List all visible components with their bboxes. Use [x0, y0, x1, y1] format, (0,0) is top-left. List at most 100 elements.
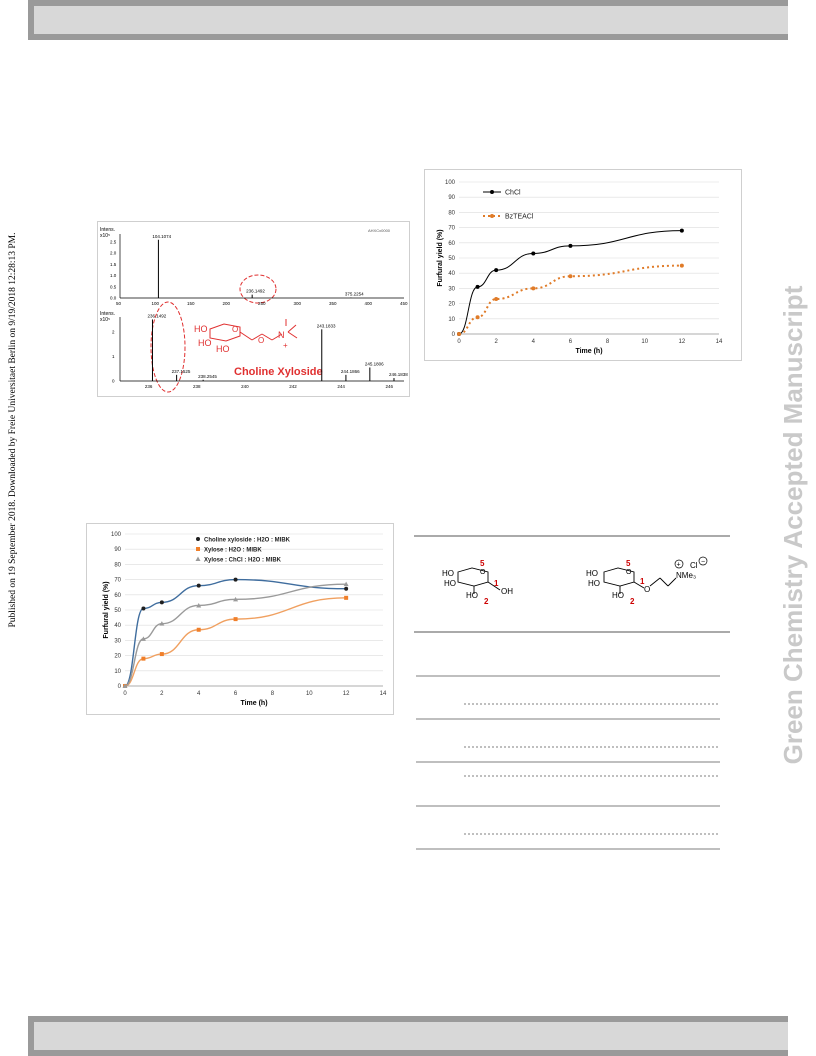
- data-point: [233, 617, 238, 622]
- top-x-tick: 50: [116, 301, 122, 306]
- x-tick-label: 2: [494, 339, 498, 345]
- bot-x-tick: 246: [386, 384, 394, 389]
- legend-label: BzTEACl: [505, 214, 534, 221]
- svg-text:5: 5: [626, 559, 631, 568]
- x-tick-label: 0: [457, 339, 461, 345]
- top-y-tick: 0.5: [110, 284, 117, 289]
- footer-bar: [28, 1016, 788, 1056]
- x-tick-label: 14: [380, 691, 387, 697]
- data-point: [141, 656, 146, 661]
- ms-figure: Intens. x10⁵ AHXCx0000 Intens. x10⁵ HO H…: [97, 221, 410, 397]
- x-tick-label: 10: [641, 339, 648, 345]
- legend-label: Xylose : H2O : MIBK: [204, 548, 262, 554]
- svg-text:2: 2: [630, 597, 635, 606]
- data-point: [568, 274, 573, 279]
- x-tick-label: 4: [197, 691, 201, 697]
- y-axis-label: Furfural yield (%): [437, 229, 444, 286]
- series-line: [124, 597, 347, 687]
- top-x-tick: 450: [400, 301, 408, 306]
- bot-peak-label: 236.1492: [147, 313, 166, 318]
- bot-y-tick: 2: [112, 329, 115, 334]
- bot-y-tick: 0: [112, 379, 115, 384]
- y-tick-label: 50: [114, 608, 121, 614]
- publication-note: Published on 19 September 2018. Download…: [8, 232, 18, 628]
- top-y-tick: 1.0: [110, 273, 117, 278]
- y-tick-label: 80: [114, 562, 121, 568]
- bot-x-tick: 238: [193, 384, 201, 389]
- series-line: [458, 230, 682, 335]
- x-tick-label: 14: [716, 339, 723, 345]
- data-point: [494, 297, 499, 302]
- y-tick-label: 100: [445, 180, 456, 186]
- x-axis-label: Time (h): [575, 348, 602, 355]
- data-point: [233, 596, 239, 602]
- x-tick-label: 8: [606, 339, 610, 345]
- top-exp: x10⁵: [100, 233, 110, 239]
- bot-ylabel: Intens.: [100, 311, 115, 317]
- y-tick-label: 30: [448, 286, 455, 292]
- header-bar: [28, 0, 788, 40]
- legend-marker: [490, 190, 494, 194]
- bot-x-tick: 242: [289, 384, 297, 389]
- top-x-tick: 300: [294, 301, 302, 306]
- svg-text:HO: HO: [612, 591, 624, 600]
- data-point: [457, 332, 461, 336]
- ms-spectra: Intens. x10⁵ AHXCx0000 Intens. x10⁵ HO H…: [100, 227, 408, 393]
- compound-label: Choline Xyloside: [234, 366, 323, 378]
- y-tick-label: 10: [448, 317, 455, 323]
- data-point: [122, 683, 128, 688]
- svg-text:N: N: [278, 330, 285, 340]
- x-tick-label: 10: [306, 691, 313, 697]
- svg-text:HO: HO: [586, 569, 598, 578]
- svg-text:OH: OH: [501, 587, 513, 596]
- top-peak-label: 375.2254: [345, 292, 364, 297]
- data-point: [494, 268, 499, 273]
- bot-peak-label: 246.1838: [389, 372, 408, 377]
- svg-text:O: O: [258, 336, 264, 345]
- y-tick-label: 80: [448, 210, 455, 216]
- bot-peak-label: 238.2545: [198, 374, 217, 379]
- legend-marker: [196, 537, 200, 541]
- data-point: [344, 595, 349, 600]
- legend-label: Choline xyloside : H2O : MIBK: [204, 538, 291, 544]
- y-tick-label: 20: [114, 654, 121, 660]
- svg-text:HO: HO: [588, 579, 600, 588]
- data-point: [475, 315, 480, 320]
- svg-text:HO: HO: [216, 344, 230, 354]
- data-point: [159, 652, 164, 657]
- highlight-bottom: [150, 301, 186, 393]
- choline-xyloside-scheme: [603, 567, 677, 594]
- legend-marker: [196, 547, 200, 551]
- bot-exp: x10⁵: [100, 317, 110, 323]
- y-tick-label: 60: [448, 241, 455, 247]
- top-peak-label: 104.1074: [152, 234, 171, 239]
- y-tick-label: 70: [114, 578, 121, 584]
- x-tick-label: 2: [160, 691, 164, 697]
- svg-text:HO: HO: [194, 324, 208, 334]
- svg-text:O: O: [644, 585, 650, 594]
- data-point: [233, 577, 238, 582]
- top-corner: AHXCx0000: [368, 228, 391, 233]
- y-tick-label: 90: [114, 547, 121, 553]
- y-tick-label: 0: [118, 684, 122, 690]
- bot-peak-label: 244.1866: [341, 369, 360, 374]
- svg-text:5: 5: [480, 559, 485, 568]
- x-tick-label: 12: [679, 339, 686, 345]
- chart1-frame: 0 10 20 30 40 50 60 70 80 90 100 0 2 4 6 8 10 12 14 Time (h…: [424, 169, 742, 361]
- bot-peak-label: 237.1525: [172, 369, 191, 374]
- svg-text:Cl: Cl: [690, 561, 698, 570]
- svg-text:2: 2: [484, 597, 489, 606]
- top-x-tick: 250: [258, 301, 266, 306]
- highlight-top: [239, 274, 277, 304]
- svg-text:+: +: [677, 562, 681, 569]
- data-point: [141, 606, 146, 611]
- data-point: [196, 627, 201, 632]
- top-x-tick: 400: [365, 301, 373, 306]
- svg-text:NMe₃: NMe₃: [676, 571, 696, 580]
- top-x-tick: 100: [152, 301, 160, 306]
- x-tick-label: 4: [532, 339, 536, 345]
- top-x-tick: 150: [187, 301, 195, 306]
- choline-xyloside-structure: [209, 319, 298, 342]
- data-point: [140, 636, 146, 641]
- data-point: [196, 583, 201, 588]
